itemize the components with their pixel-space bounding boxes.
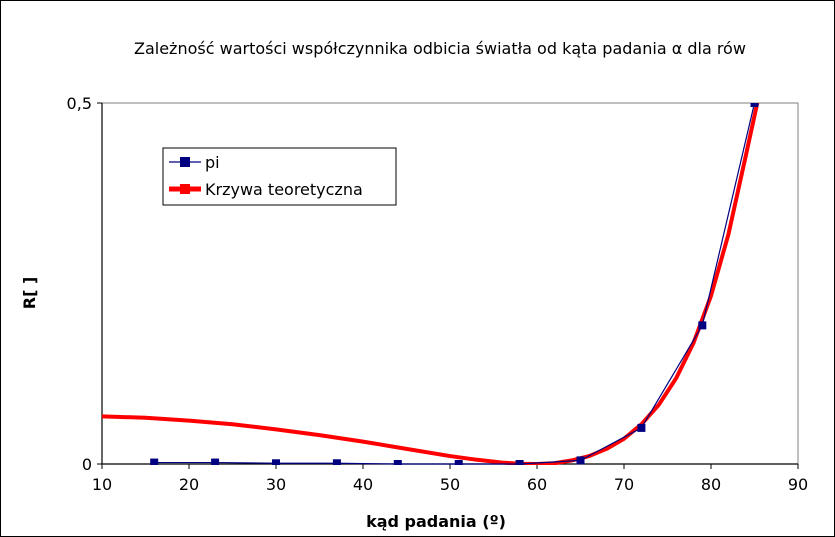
legend: pi Krzywa teoretyczna [162, 147, 397, 206]
axis-ticks: 10 20 30 40 50 60 70 80 90 0 0,5 [67, 94, 809, 494]
x-tick-label: 90 [788, 475, 808, 494]
data-point-pi [454, 460, 463, 465]
series-group [102, 103, 760, 465]
x-tick-label: 10 [92, 475, 112, 494]
x-tick-label: 20 [179, 475, 199, 494]
x-tick-label: 70 [614, 475, 634, 494]
data-point-pi [393, 460, 402, 465]
data-point-pi [515, 460, 524, 465]
legend-label-pi: pi [205, 153, 220, 172]
x-tick-label: 40 [353, 475, 373, 494]
legend-swatch-theory-marker [180, 184, 190, 194]
x-tick-label: 60 [527, 475, 547, 494]
data-point-pi [211, 458, 220, 465]
data-point-pi [576, 456, 585, 465]
y-tick-label: 0,5 [67, 94, 92, 113]
y-tick-label: 0 [82, 455, 92, 474]
data-point-pi [272, 459, 280, 465]
series-line-theory [102, 103, 760, 465]
x-tick-label: 50 [440, 475, 460, 494]
legend-swatch-pi-marker [180, 157, 190, 167]
data-point-pi [637, 423, 646, 432]
data-point-pi [750, 103, 759, 107]
legend-box [162, 147, 397, 206]
x-axis-label: kąd padania (º) [366, 512, 506, 531]
chart-title: Zależność wartości współczynnika odbicia… [134, 39, 746, 58]
legend-label-theory: Krzywa teoretyczna [205, 180, 363, 199]
x-tick-label: 30 [266, 475, 286, 494]
data-point-pi [698, 321, 707, 330]
data-point-pi [332, 459, 341, 465]
x-tick-label: 80 [701, 475, 721, 494]
data-point-pi [150, 458, 159, 465]
y-axis-label: R[ ] [20, 277, 39, 310]
